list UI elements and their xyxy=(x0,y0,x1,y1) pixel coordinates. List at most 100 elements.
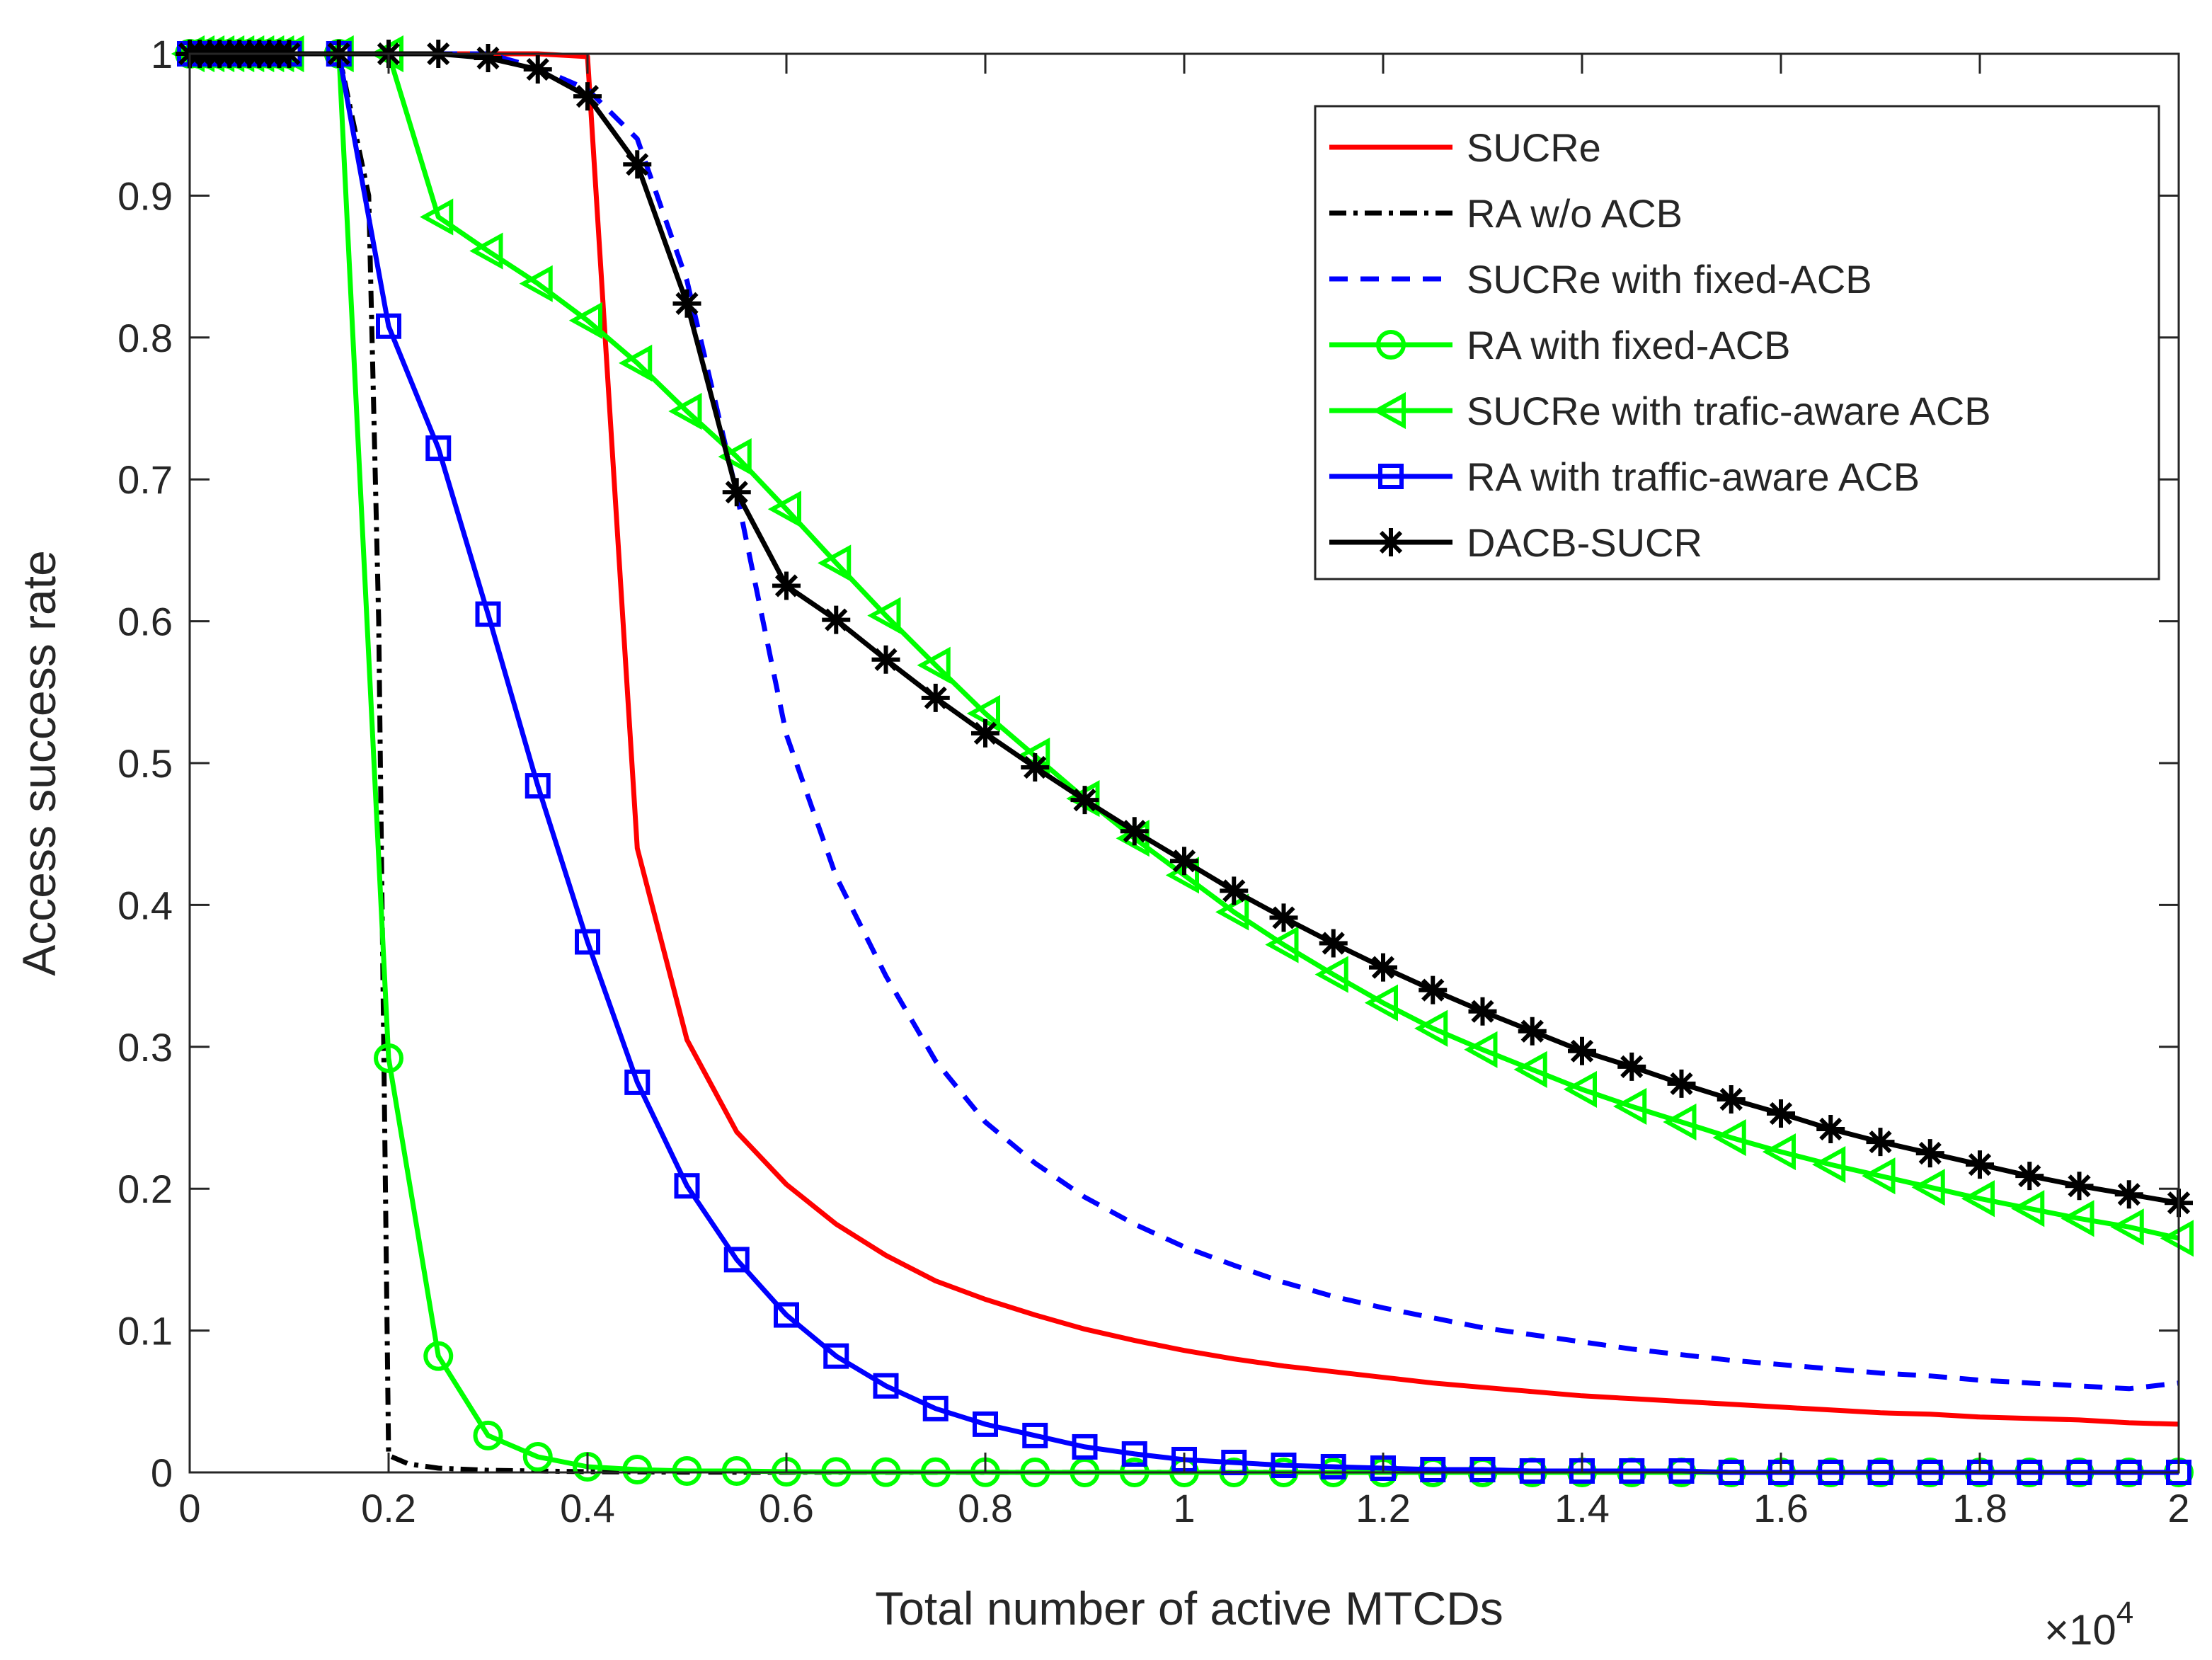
marker-dacb-sucr xyxy=(474,44,503,73)
marker-dacb-sucr xyxy=(871,645,900,674)
marker-dacb-sucr xyxy=(1816,1115,1845,1144)
tick-labels-layer: 0 0.2 0.4 0.6 0.8 1 1.2 1.4 1.6 1.8 2 0 0.1 0.2 0.3 0.4… xyxy=(118,32,2189,1530)
marker-dacb-sucr xyxy=(1021,753,1050,782)
legend-entry-sucre-with-trafic-aware-acb: SUCRe with trafic-aware ACB xyxy=(1329,389,1991,433)
marker-sucre-with-trafic-aware-acb xyxy=(668,392,702,430)
marker-ra-with-traffic-aware-acb xyxy=(1420,1456,1446,1482)
y-tick-label: 0.3 xyxy=(118,1025,173,1070)
x-tick-label: 1 xyxy=(1173,1486,1195,1530)
legend-label: SUCRe with fixed-ACB xyxy=(1467,257,1872,302)
y-tick-label: 0.7 xyxy=(118,457,173,502)
marker-legend-dacb-sucr xyxy=(1377,528,1405,556)
marker-dacb-sucr xyxy=(822,605,851,634)
marker-ra-with-traffic-aware-acb xyxy=(575,929,600,955)
marker-ra-with-traffic-aware-acb xyxy=(525,773,551,799)
marker-dacb-sucr xyxy=(1070,786,1099,815)
marker-dacb-sucr xyxy=(1170,847,1198,876)
marker-sucre-with-trafic-aware-acb xyxy=(718,438,752,476)
legend-entry-ra-with-traffic-aware-acb: RA with traffic-aware ACB xyxy=(1329,454,1920,499)
marker-ra-with-traffic-aware-acb xyxy=(1469,1456,1496,1482)
marker-dacb-sucr xyxy=(1617,1052,1646,1081)
marker-dacb-sucr xyxy=(523,55,552,84)
marker-sucre-with-trafic-aware-acb xyxy=(1663,1103,1697,1141)
marker-ra-with-traffic-aware-acb xyxy=(1022,1422,1048,1448)
marker-dacb-sucr xyxy=(623,150,652,179)
legend-label: RA w/o ACB xyxy=(1467,191,1683,236)
marker-ra-with-traffic-aware-acb xyxy=(1519,1458,1545,1484)
marker-ra-with-fixed-acb xyxy=(423,1341,454,1371)
marker-sucre-with-trafic-aware-acb xyxy=(619,344,653,382)
marker-sucre-with-trafic-aware-acb xyxy=(2110,1208,2144,1246)
marker-dacb-sucr xyxy=(1767,1099,1795,1128)
x-tick-label: 0.8 xyxy=(958,1486,1013,1530)
marker-sucre-with-trafic-aware-acb xyxy=(519,265,553,302)
marker-dacb-sucr xyxy=(1120,817,1149,846)
marker-dacb-sucr xyxy=(921,683,950,712)
marker-dacb-sucr xyxy=(1369,953,1397,982)
marker-dacb-sucr xyxy=(1269,903,1298,932)
marker-ra-with-traffic-aware-acb xyxy=(1072,1433,1098,1460)
marker-dacb-sucr xyxy=(1866,1128,1895,1157)
marker-ra-with-traffic-aware-acb xyxy=(1320,1453,1346,1479)
marker-legend-ra-with-fixed-acb xyxy=(1376,330,1406,360)
marker-sucre-with-trafic-aware-acb xyxy=(867,597,901,634)
marker-sucre-with-trafic-aware-acb xyxy=(420,198,454,236)
legend-entry-dacb-sucr: DACB-SUCR xyxy=(1329,520,1702,565)
x-tick-label: 1.6 xyxy=(1753,1486,1809,1530)
marker-dacb-sucr xyxy=(1518,1017,1547,1046)
marker-sucre-with-trafic-aware-acb xyxy=(767,491,801,528)
marker-dacb-sucr xyxy=(672,289,701,318)
marker-ra-with-traffic-aware-acb xyxy=(1619,1458,1645,1484)
marker-dacb-sucr xyxy=(2114,1180,2143,1209)
marker-dacb-sucr xyxy=(772,571,801,600)
marker-dacb-sucr xyxy=(1717,1084,1746,1114)
marker-ra-with-traffic-aware-acb xyxy=(624,1069,651,1095)
marker-sucre-with-trafic-aware-acb xyxy=(1961,1180,1995,1218)
marker-ra-with-traffic-aware-acb xyxy=(873,1373,899,1399)
y-tick-label: 0.6 xyxy=(118,600,173,644)
y-tick-label: 0 xyxy=(151,1450,173,1495)
marker-sucre-with-trafic-aware-acb xyxy=(1364,984,1398,1021)
marker-dacb-sucr xyxy=(1568,1036,1596,1065)
x-tick-label: 2 xyxy=(2167,1486,2189,1530)
marker-sucre-with-trafic-aware-acb xyxy=(1414,1009,1448,1047)
marker-dacb-sucr xyxy=(1220,876,1249,905)
marker-sucre-with-trafic-aware-acb xyxy=(1265,926,1299,963)
y-tick-label: 0.2 xyxy=(118,1167,173,1211)
marker-dacb-sucr xyxy=(722,478,751,507)
marker-ra-with-fixed-acb xyxy=(473,1420,503,1450)
x-axis-label: Total number of active MTCDs xyxy=(875,1582,1503,1635)
legend-entry-ra-w-o-acb: RA w/o ACB xyxy=(1329,191,1683,236)
marker-sucre-with-trafic-aware-acb xyxy=(1464,1031,1498,1068)
marker-sucre-with-trafic-aware-acb xyxy=(1812,1146,1846,1184)
y-tick-label: 0.5 xyxy=(118,741,173,786)
legend-label: DACB-SUCR xyxy=(1467,520,1702,565)
x-tick-label: 0.4 xyxy=(560,1486,615,1530)
y-axis-label: Access success rate xyxy=(13,550,65,976)
legend-label: RA with fixed-ACB xyxy=(1467,323,1791,367)
marker-sucre-with-trafic-aware-acb xyxy=(1862,1157,1896,1195)
marker-ra-with-traffic-aware-acb xyxy=(376,313,401,339)
marker-ra-with-fixed-acb xyxy=(721,1455,752,1486)
marker-sucre-with-trafic-aware-acb xyxy=(1762,1133,1796,1171)
x-axis-exponent-power: 4 xyxy=(2116,1596,2133,1630)
y-tick-label: 0.4 xyxy=(118,883,173,927)
marker-ra-with-traffic-aware-acb xyxy=(973,1411,998,1437)
marker-legend-ra-with-traffic-aware-acb xyxy=(1378,464,1404,489)
marker-sucre-with-trafic-aware-acb xyxy=(1513,1051,1547,1088)
series-line-sucre-with-fixed-acb xyxy=(190,51,2179,1392)
x-tick-label: 0.2 xyxy=(361,1486,416,1530)
marker-ra-with-traffic-aware-acb xyxy=(823,1343,849,1369)
y-tick-label: 0.9 xyxy=(118,173,173,218)
x-axis-exponent-base: ×10 xyxy=(2044,1606,2116,1654)
marker-sucre-with-trafic-aware-acb xyxy=(818,544,852,582)
marker-sucre-with-trafic-aware-acb xyxy=(568,302,602,339)
marker-dacb-sucr xyxy=(1915,1139,1944,1168)
legend-label: SUCRe xyxy=(1467,125,1601,170)
marker-ra-with-traffic-aware-acb xyxy=(723,1247,750,1273)
marker-ra-with-traffic-aware-acb xyxy=(774,1302,799,1328)
legend-entry-sucre: SUCRe xyxy=(1329,125,1601,170)
marker-ra-with-fixed-acb xyxy=(374,1043,403,1073)
marker-sucre-with-trafic-aware-acb xyxy=(917,646,951,684)
